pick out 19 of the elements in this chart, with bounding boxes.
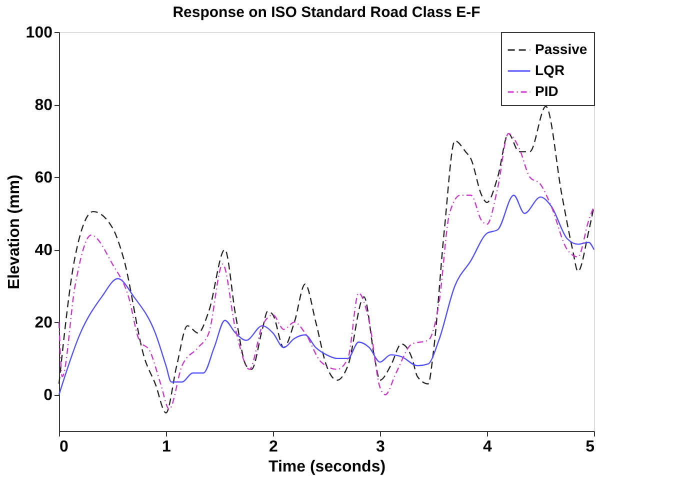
legend-label: PID [535,83,558,99]
y-tick-label: 80 [34,97,53,114]
y-tick-label: 100 [26,24,53,42]
chart-title: Response on ISO Standard Road Class E-F [172,4,480,21]
x-tick-label: 5 [586,438,595,456]
legend-label: LQR [535,62,565,78]
legend-label: Passive [535,41,588,57]
y-tick-label: 20 [34,314,53,332]
y-tick-label: 60 [34,170,53,187]
x-tick-label: 0 [60,438,68,456]
x-tick-label: 3 [376,438,386,456]
x-tick-label: 1 [162,438,172,456]
y-tick-label: 40 [34,242,53,260]
y-axis-title: Elevation (mm) [6,174,23,290]
x-tick-label: 2 [269,438,278,456]
y-tick-label: 0 [44,387,53,404]
x-axis-title: Time (seconds) [268,458,386,476]
line-series [58,194,595,396]
x-tick-label: 4 [483,438,492,456]
